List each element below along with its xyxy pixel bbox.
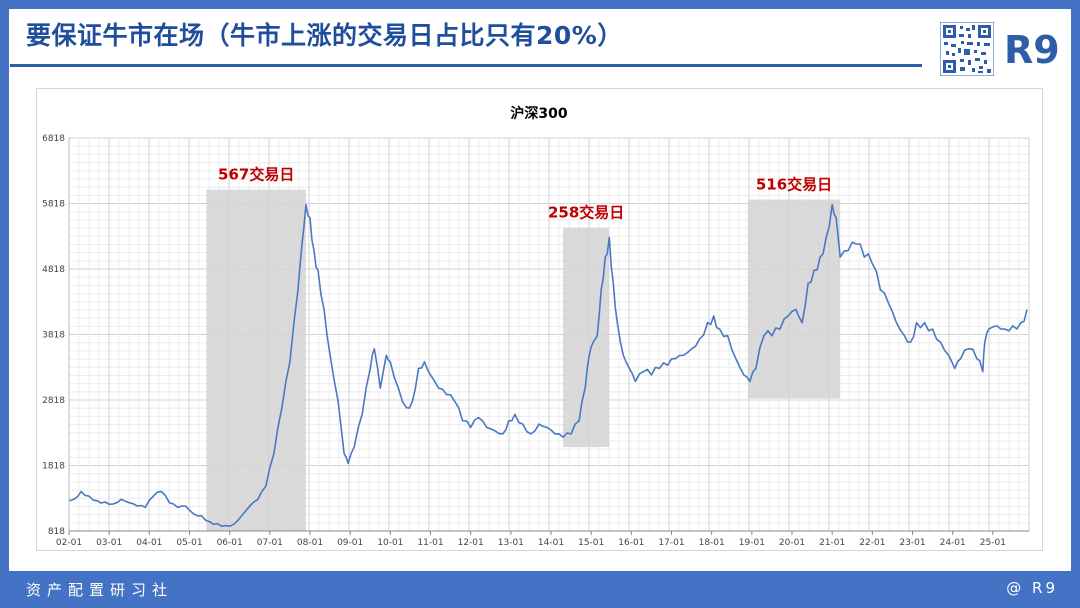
x-tick-label: 23-01 (899, 538, 925, 548)
footer-org-name: 资产配置研习社 (26, 581, 174, 599)
brand-logo: R9 (1004, 28, 1060, 72)
y-tick-label: 6818 (42, 134, 65, 144)
y-tick-label: 5818 (42, 200, 65, 210)
x-tick-label: 15-01 (578, 538, 604, 548)
highlight-label: 567交易日 (218, 166, 294, 184)
x-tick-label: 25-01 (980, 538, 1006, 548)
highlight-band (747, 199, 841, 399)
x-tick-label: 10-01 (377, 538, 403, 548)
qr-code-icon (940, 22, 994, 76)
annotation-group: 567交易日 258交易日 516交易日 (218, 166, 832, 222)
x-tick-label: 21-01 (819, 538, 845, 548)
chart-title: 沪深300 (510, 105, 567, 122)
y-tick-label: 2818 (42, 396, 65, 406)
x-tick-label: 06-01 (217, 538, 243, 548)
x-tick-label: 14-01 (538, 538, 564, 548)
x-tick-label: 03-01 (96, 538, 122, 548)
x-tick-label: 16-01 (618, 538, 644, 548)
line-chart: 818 1818 2818 3818 4818 5818 6818 02-01 03-01 04-… (36, 88, 1043, 551)
x-tick-label: 05-01 (176, 538, 202, 548)
y-tick-label: 818 (48, 527, 65, 537)
y-tick-label: 3818 (42, 331, 65, 341)
title-underline (10, 64, 922, 67)
x-tick-label: 22-01 (859, 538, 885, 548)
x-tick-label: 04-01 (136, 538, 162, 548)
x-tick-label: 07-01 (257, 538, 283, 548)
y-tick-label: 4818 (42, 265, 65, 275)
footer-handle: @ R9 (1006, 579, 1058, 597)
highlight-bands (206, 189, 841, 531)
x-tick-label: 19-01 (739, 538, 765, 548)
x-tick-label: 20-01 (779, 538, 805, 548)
series-line (68, 203, 1028, 527)
highlight-label: 516交易日 (756, 175, 832, 193)
x-tick-label: 24-01 (940, 538, 966, 548)
y-tick-label: 1818 (42, 462, 65, 472)
x-tick-label: 02-01 (56, 538, 82, 548)
x-tick-label: 08-01 (297, 538, 323, 548)
x-tick-label: 13-01 (498, 538, 524, 548)
series-group (68, 203, 1028, 527)
footer-bar: 资产配置研习社 @ R9 (0, 571, 1080, 608)
highlight-band (206, 189, 306, 531)
highlight-band (563, 227, 610, 448)
x-tick-label: 18-01 (699, 538, 725, 548)
axes-group: 818 1818 2818 3818 4818 5818 6818 02-01 03-01 04-… (42, 134, 1029, 548)
page-title: 要保证牛市在场（牛市上涨的交易日占比只有20%） (26, 21, 623, 50)
x-tick-label: 11-01 (417, 538, 443, 548)
x-tick-label: 09-01 (337, 538, 363, 548)
x-tick-label: 17-01 (658, 538, 684, 548)
highlight-label: 258交易日 (548, 204, 624, 222)
x-tick-label: 12-01 (458, 538, 484, 548)
